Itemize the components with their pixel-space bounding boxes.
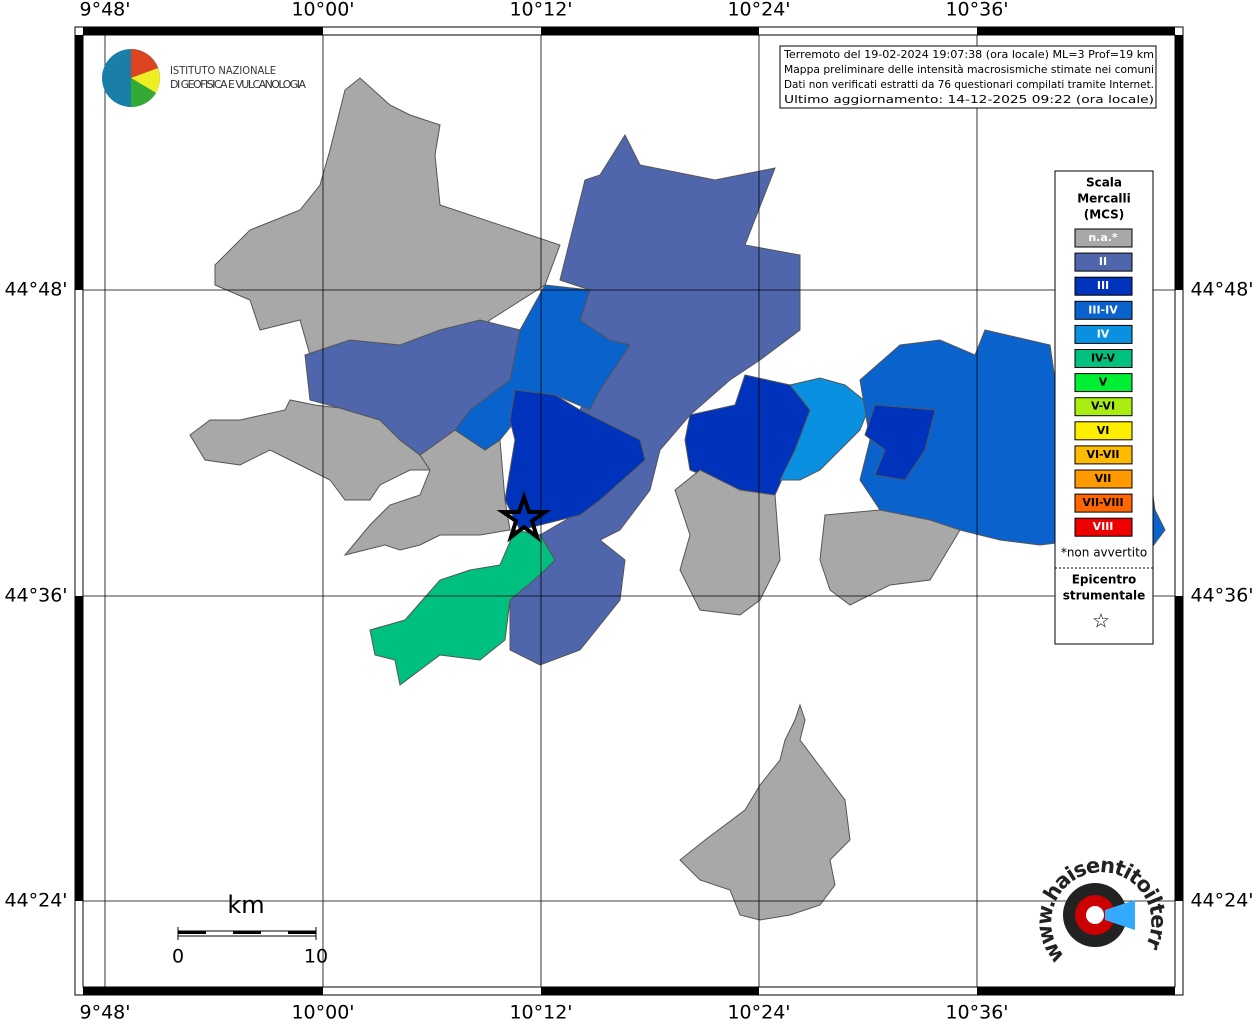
lon-label: 10°36' <box>945 1002 1008 1024</box>
info-frame <box>779 45 1157 109</box>
legend-label: II <box>1099 255 1107 268</box>
lon-label: 10°36' <box>945 0 1008 21</box>
logo-wedge <box>131 68 160 93</box>
frame-bar <box>541 987 759 995</box>
logo-text: ISTITUTO NAZIONALE <box>170 64 276 77</box>
legend-swatch <box>1074 349 1133 368</box>
legend-swatch <box>1074 324 1133 344</box>
legend-label: IV-V <box>1091 352 1116 365</box>
legend-label: V <box>1099 376 1108 389</box>
frame-bar <box>105 987 323 995</box>
lat-label: 44°36' <box>1190 585 1253 607</box>
legend-label: V-VI <box>1091 400 1115 413</box>
legend-swatch <box>1074 517 1133 537</box>
legend-swatch <box>1074 276 1133 296</box>
info-box: Terremoto del 19-02-2024 19:07:38 (ora l… <box>779 45 1157 109</box>
legend-label: III <box>1097 279 1109 292</box>
frame-bars <box>75 27 1183 995</box>
scale-unit: km <box>227 891 264 919</box>
info-line: Dati non verificati estratti da 76 quest… <box>784 78 1154 91</box>
legend-note: *non avvertito <box>1061 546 1147 560</box>
region <box>369 529 556 686</box>
legend: ScalaMercalli(MCS)n.a.*IIIIIIII-IVIVIV-V… <box>1054 170 1154 645</box>
logo-wedge <box>131 49 158 78</box>
lon-label: 10°12' <box>509 1002 572 1024</box>
scale-end: 10 <box>304 946 328 968</box>
info-line: Mappa preliminare delle intensità macros… <box>784 63 1154 76</box>
region <box>779 377 871 481</box>
legend-label: IV <box>1097 327 1110 340</box>
region <box>679 703 851 921</box>
region <box>214 77 561 356</box>
lat-label: 44°48' <box>1190 279 1253 301</box>
logo-ring <box>1086 906 1104 924</box>
lat-label: 44°36' <box>4 585 67 607</box>
lon-label: 10°12' <box>509 0 572 21</box>
scale-bar-seg <box>288 931 316 934</box>
region <box>819 509 961 606</box>
legend-swatch <box>1074 228 1133 248</box>
legend-title: Mercalli <box>1077 192 1131 206</box>
info-line: Ultimo aggiornamento: 14-12-2025 09:22 (… <box>784 93 1154 106</box>
legend-swatch <box>1074 373 1133 393</box>
frame-bar <box>105 27 323 35</box>
lat-label: 44°24' <box>1190 890 1253 912</box>
region <box>504 389 646 531</box>
epicenter-symbol: ☆ <box>1092 609 1110 633</box>
lon-label: 9°48' <box>80 1002 131 1024</box>
frame-bar <box>541 27 759 35</box>
scale-bar-seg <box>233 931 261 934</box>
scale-bar-seg <box>178 931 206 934</box>
frame-bar <box>75 596 83 901</box>
legend-swatch <box>1074 421 1133 441</box>
legend-label: VII <box>1095 472 1112 485</box>
info-line: Terremoto del 19-02-2024 19:07:38 (ora l… <box>783 48 1154 61</box>
legend-swatch <box>1074 493 1133 513</box>
lon-label: 10°24' <box>727 1002 790 1024</box>
logo-text: DI GEOFISICA E VULCANOLOGIA <box>170 78 306 91</box>
logo-wedge <box>131 78 156 108</box>
region <box>864 404 936 481</box>
logo-horn <box>1105 900 1135 930</box>
regions <box>189 77 1166 921</box>
frame-bar <box>977 27 1175 35</box>
region <box>343 429 511 556</box>
epicenter-label: Epicentro <box>1072 573 1137 587</box>
legend-label: VI <box>1097 424 1110 437</box>
ingv-logo: ISTITUTO NAZIONALE DI GEOFISICA E VULCAN… <box>102 49 306 108</box>
frame-bar <box>83 987 105 995</box>
legend-swatch <box>1074 469 1133 489</box>
lon-label: 10°00' <box>291 1002 354 1024</box>
lat-label: 44°48' <box>4 279 67 301</box>
lat-label: 44°24' <box>4 890 67 912</box>
lon-label: 10°24' <box>727 0 790 21</box>
epicenter-label: strumentale <box>1063 589 1146 603</box>
legend-swatch <box>1074 445 1133 465</box>
lon-label: 9°48' <box>80 0 131 21</box>
legend-swatch <box>1074 397 1133 417</box>
legend-label: VII-VIII <box>1082 496 1123 509</box>
legend-swatch <box>1074 252 1133 272</box>
legend-label: n.a.* <box>1088 231 1118 244</box>
legend-swatch <box>1074 300 1133 320</box>
scale-start: 0 <box>172 946 184 968</box>
lon-label: 10°00' <box>291 0 354 21</box>
frame-bar <box>1175 596 1183 901</box>
legend-title: (MCS) <box>1084 208 1125 222</box>
epicenter-star <box>496 490 552 543</box>
region <box>674 469 781 616</box>
frame-bar <box>1175 35 1183 290</box>
frame-bar <box>977 987 1175 995</box>
legend-label: III-IV <box>1088 303 1118 316</box>
scale-bar: km 0 10 <box>172 891 328 968</box>
legend-label: VIII <box>1093 520 1114 533</box>
legend-label: VI-VII <box>1086 448 1119 461</box>
frame-bar <box>75 35 83 290</box>
frame-bar <box>83 27 105 35</box>
legend-title: Scala <box>1086 176 1122 190</box>
